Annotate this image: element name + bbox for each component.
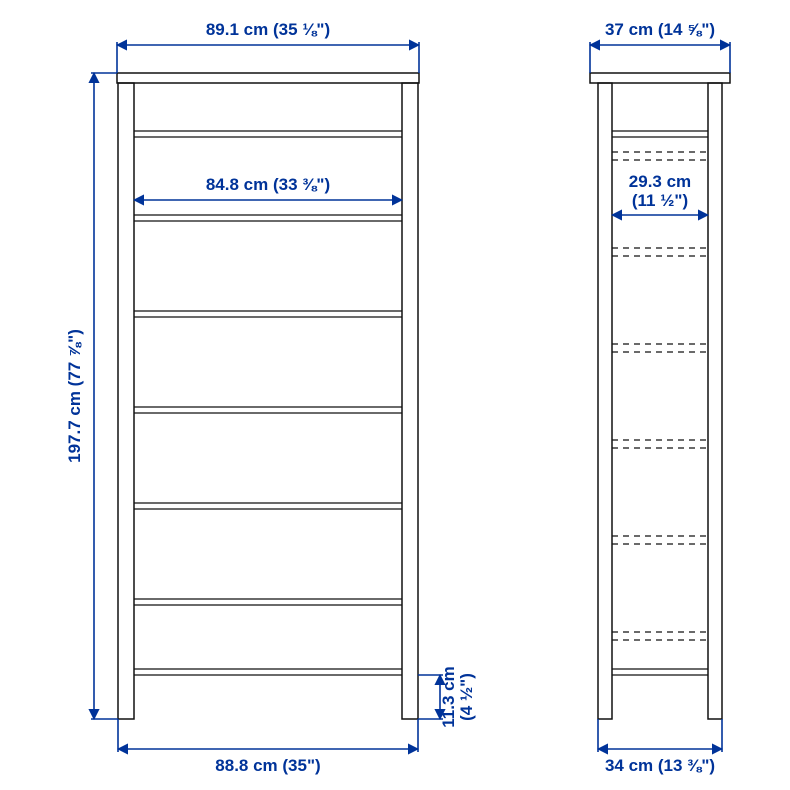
dim-bottom-front: 88.8 cm (35") [215,756,320,775]
dim-top-side: 37 cm (14 ⅝") [605,20,715,39]
dim-height: 197.7 cm (77 ⅞") [65,329,84,463]
dim-top-front: 89.1 cm (35 ⅛") [206,20,330,39]
dim-inner-front: 84.8 cm (33 ⅜") [206,175,330,194]
dim-inner-side-1: 29.3 cm [629,172,691,191]
dim-foot-2: (4 ½") [457,673,476,721]
dim-bottom-side: 34 cm (13 ⅜") [605,756,715,775]
dim-inner-side-2: (11 ½") [632,191,688,210]
dim-foot-1: 11.3 cm [439,666,458,727]
